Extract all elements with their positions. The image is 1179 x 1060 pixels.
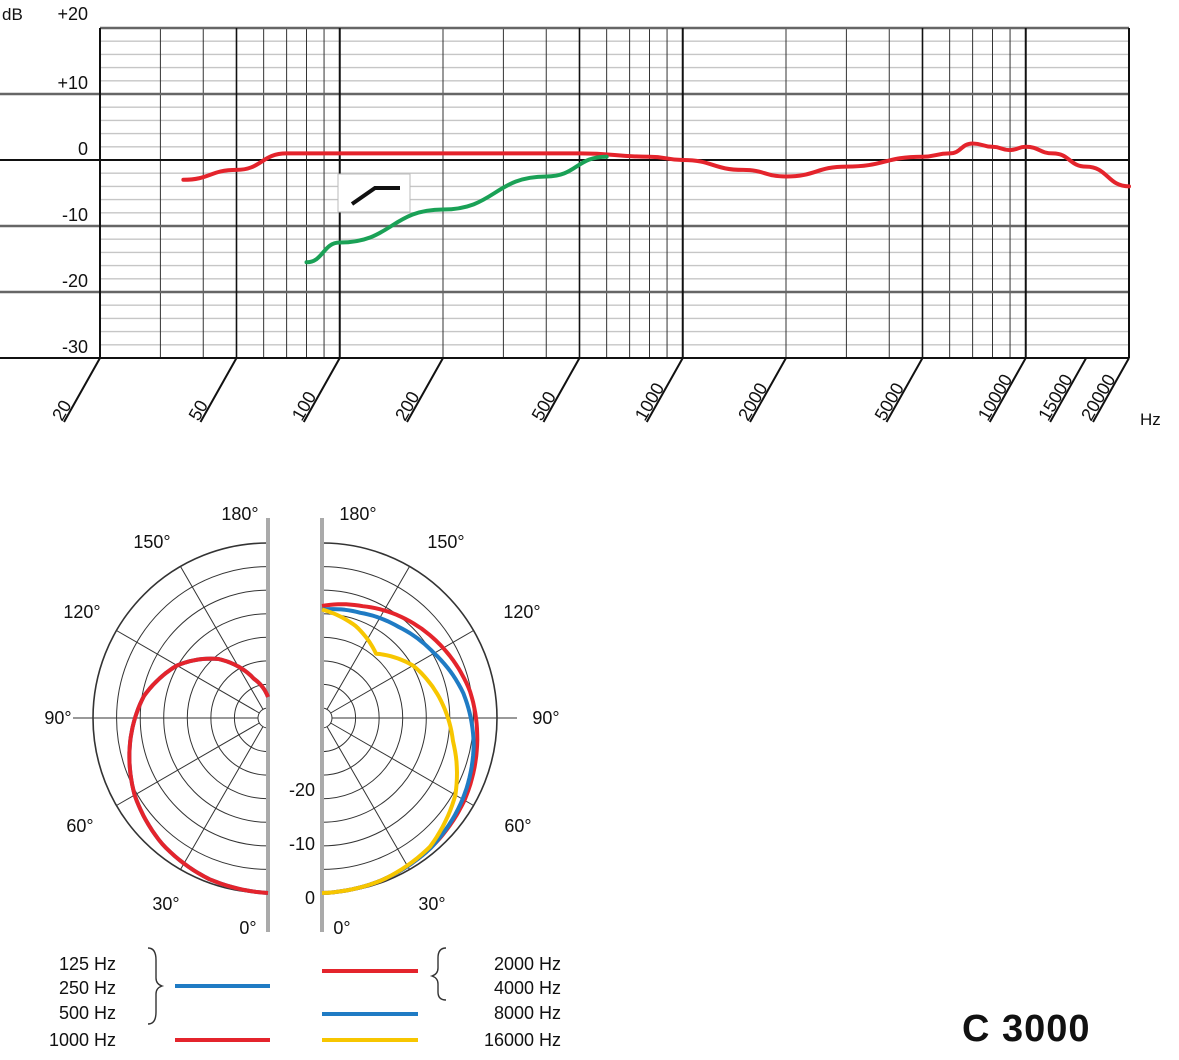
x-tick-label: 200 [391,388,423,424]
legend-label-right: 8000 Hz [494,1003,561,1023]
legend-brace-right [429,947,447,1001]
x-tick-stroke [406,357,444,423]
y-tick-label: -20 [62,271,88,291]
polar-angle-label-right: 180° [339,504,376,524]
polar-angle-label-left: 150° [133,532,170,552]
polar-angle-label-right: 150° [427,532,464,552]
polar-angle-label-left: 90° [44,708,71,728]
polar-angle-label-left: 120° [63,602,100,622]
polar-curve-left-blue [127,656,270,895]
polar-angle-label-left: 30° [152,894,179,914]
polar-spoke [180,726,264,870]
frequency-response-grid [0,26,1130,423]
bass-cut-curve-green [304,154,609,265]
x-tick-stroke [988,357,1027,423]
x-tick-label: 20 [48,397,75,424]
polar-angle-label-left: 60° [66,816,93,836]
x-tick-label: 10000 [974,371,1016,424]
polar-spoke [116,630,260,714]
y-tick-label: +10 [57,73,88,93]
y-tick-label: 0 [78,139,88,159]
x-tick-label: 100 [288,388,320,424]
response-curve-red [181,141,1131,189]
polar-curve-right-blue [321,607,476,895]
x-tick-stroke [302,357,341,423]
polar-pattern-labels: 0° 0° 30° 30° 60° 60° 90° 90° 120° 120° 150° 150° 18… [44,504,559,938]
x-tick-stroke [542,357,581,423]
x-tick-stroke [199,357,238,423]
x-tick-label: 2000 [734,379,771,424]
x-tick-stroke [645,357,684,423]
filter-switch-icon [337,173,411,213]
y-tick-label: -30 [62,337,88,357]
polar-radial-label: -10 [289,834,315,854]
y-tick-label: -10 [62,205,88,225]
polar-curve-right-yellow [321,607,459,895]
polar-spoke [326,726,410,870]
x-tick-stroke [1092,357,1130,423]
x-tick-stroke [1049,357,1088,423]
x-tick-label: 5000 [871,379,908,424]
x-tick-label: 20000 [1077,371,1119,424]
x-tick-label: 15000 [1034,371,1076,424]
legend-label-right: 2000 Hz [494,954,561,974]
x-axis-label: Hz [1140,410,1161,429]
polar-spoke [330,722,474,806]
polar-pattern-curves [127,602,480,895]
polar-angle-label-left: 180° [221,504,258,524]
y-tick-label: +20 [57,4,88,24]
polar-angle-label-left: 0° [239,918,256,938]
legend-label-right: 4000 Hz [494,978,561,998]
polar-legend: 125 Hz 250 Hz 500 Hz 1000 Hz 2000 Hz 4000 Hz 8… [49,947,561,1050]
legend-label-left: 250 Hz [59,978,116,998]
x-tick-label: 50 [185,397,212,424]
y-axis-label: dB [2,5,23,24]
polar-angle-label-right: 0° [333,918,350,938]
x-tick-stroke [63,357,101,423]
polar-angle-label-right: 60° [504,816,531,836]
legend-label-left: 500 Hz [59,1003,116,1023]
x-tick-stroke [885,357,924,423]
filter-icon-box [337,173,411,213]
legend-brace-left [147,947,165,1025]
polar-radial-label: 0 [305,888,315,908]
legend-label-left: 125 Hz [59,954,116,974]
polar-angle-label-right: 90° [532,708,559,728]
frequency-response-curves [181,141,1131,265]
legend-label-left: 1000 Hz [49,1030,116,1050]
x-tick-label: 500 [528,388,560,424]
model-name: C 3000 [962,1008,1091,1050]
polar-angle-label-right: 120° [503,602,540,622]
polar-spoke [180,566,264,710]
polar-curve-left-red [127,656,270,895]
x-tick-stroke [749,357,787,423]
polar-angle-label-right: 30° [418,894,445,914]
polar-spoke [330,630,474,714]
filter-icon-glyph [350,186,400,206]
polar-radial-label: -20 [289,780,315,800]
polar-pattern-grid [73,518,517,932]
polar-spoke [116,722,260,806]
legend-label-right: 16000 Hz [484,1030,561,1050]
x-tick-label: 1000 [631,379,668,424]
